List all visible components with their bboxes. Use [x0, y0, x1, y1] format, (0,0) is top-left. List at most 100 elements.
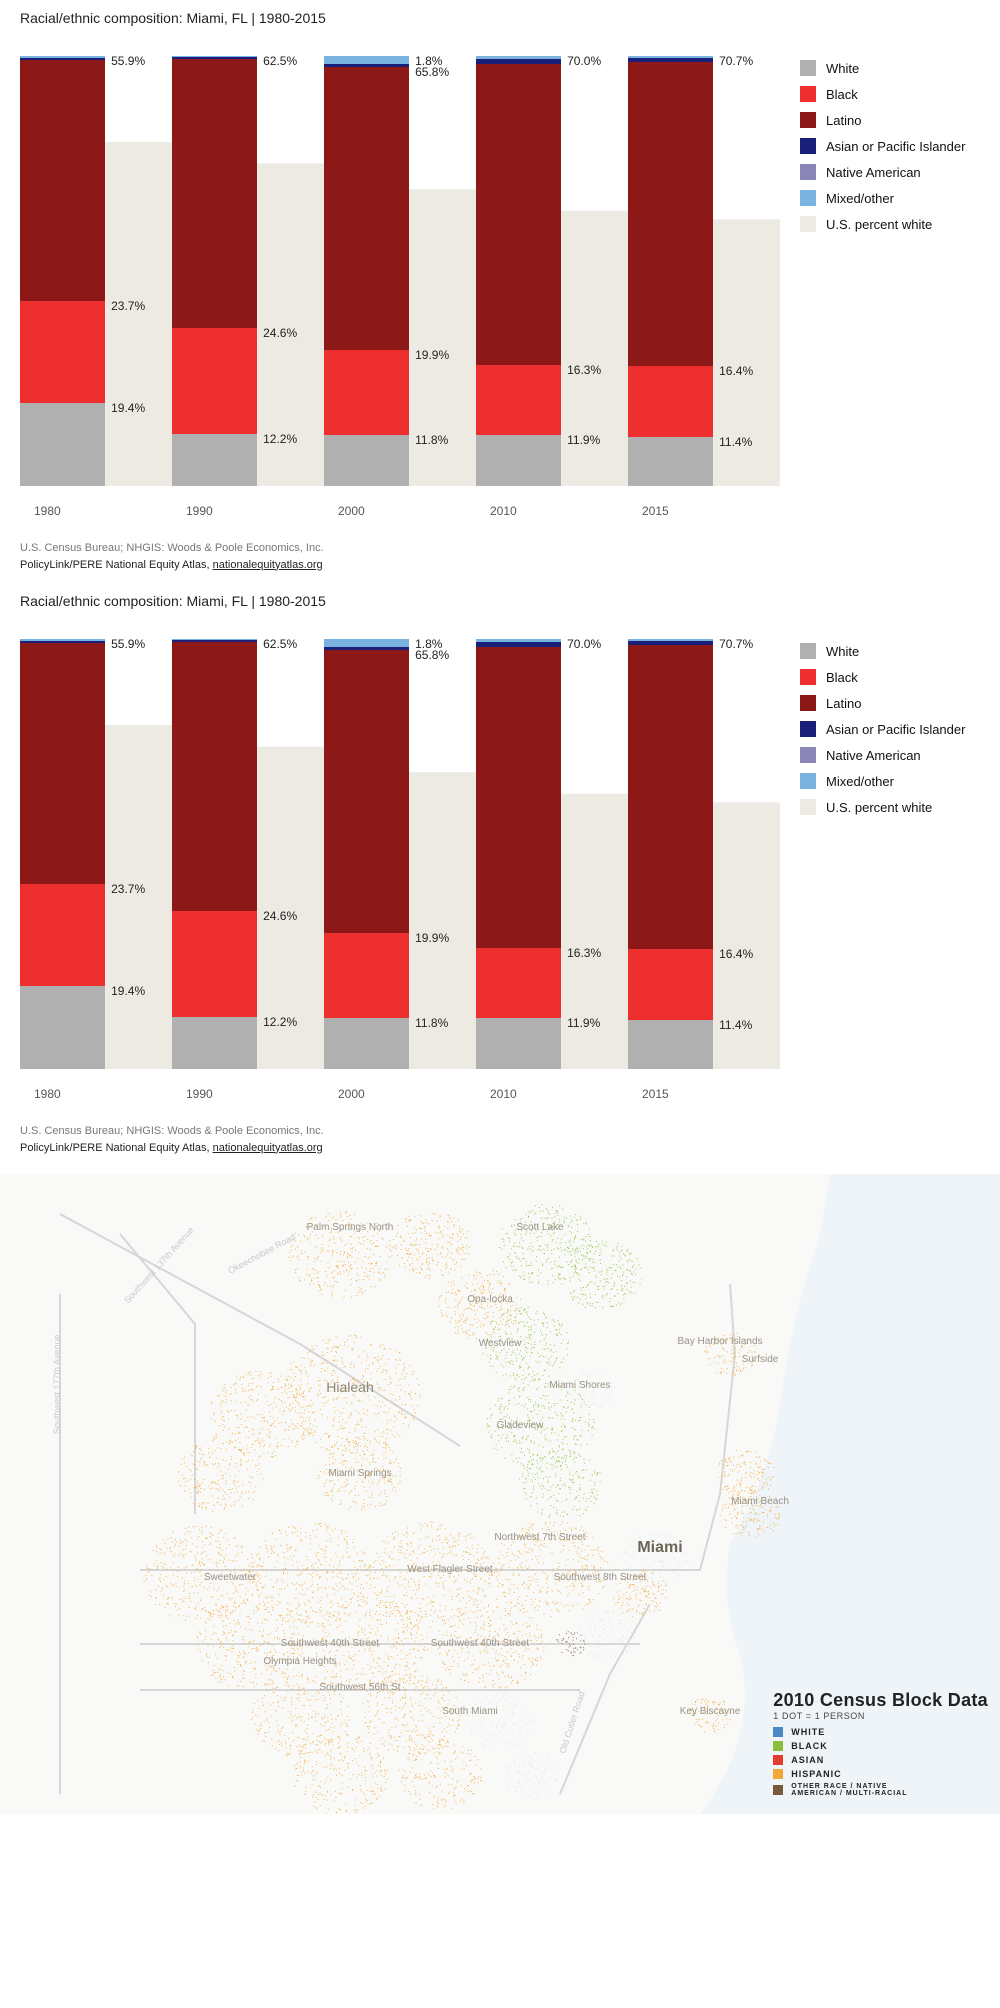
legend-swatch — [800, 112, 816, 128]
bar-segment-white — [324, 1018, 409, 1069]
bar-column: 55.9%23.7%19.4% — [20, 639, 172, 1069]
composition-chart-2: Racial/ethnic composition: Miami, FL | 1… — [0, 583, 1000, 1166]
bar-segment-latino — [20, 60, 105, 300]
map-legend-title: 2010 Census Block Data — [773, 1690, 988, 1711]
source-line2: PolicyLink/PERE National Equity Atlas, n… — [20, 1140, 980, 1157]
chart-title: Racial/ethnic composition: Miami, FL | 1… — [20, 593, 980, 609]
source-line2: PolicyLink/PERE National Equity Atlas, n… — [20, 557, 980, 574]
legend-label: Mixed/other — [826, 774, 894, 789]
bar-segment-white — [20, 403, 105, 486]
plot-area-1: 55.9%23.7%19.4%62.5%24.6%12.2%1.8%65.8%1… — [20, 56, 780, 526]
bar-value-label: 70.7% — [713, 54, 753, 68]
x-tick: 1980 — [20, 1069, 172, 1109]
bar-value-label: 11.8% — [409, 433, 448, 447]
chart-source: U.S. Census Bureau; NHGIS: Woods & Poole… — [20, 540, 980, 573]
bar-column: 1.8%65.8%19.9%11.8% — [324, 639, 476, 1069]
map-legend-items: WHITEBLACKASIANHISPANICOTHER RACE / NATI… — [773, 1727, 988, 1798]
bar-value-label: 65.8% — [409, 65, 449, 79]
map-legend-swatch — [773, 1755, 783, 1765]
bar-column: 70.0% 16.3% 11.9% — [476, 56, 628, 486]
bar-segment-black — [324, 933, 409, 1019]
bar-segment-black — [628, 949, 713, 1020]
bar-value-label: 11.4% — [713, 1018, 752, 1032]
bar-value-label: 19.9% — [409, 931, 449, 945]
bar-value-label: 11.9% — [561, 1016, 600, 1030]
bar-segment-latino — [20, 643, 105, 883]
x-tick: 1990 — [172, 486, 324, 526]
bar-value-label: 12.2% — [257, 432, 297, 446]
bar-column: 62.5%24.6%12.2% — [172, 56, 324, 486]
bar-column: 55.9% 23.7% 19.4% — [20, 56, 172, 486]
legend-label: Black — [826, 87, 858, 102]
bar-segment-white — [20, 986, 105, 1069]
legend-label: Black — [826, 670, 858, 685]
chart-source: U.S. Census Bureau; NHGIS: Woods & Poole… — [20, 1123, 980, 1156]
bar-segment-latino — [172, 642, 257, 911]
map-legend-subtitle: 1 DOT = 1 PERSON — [773, 1711, 988, 1721]
bar-value-label: 19.4% — [105, 401, 145, 415]
chart-layout: 55.9%23.7%19.4%62.5%24.6%12.2%1.8%65.8%1… — [20, 639, 980, 1109]
bar-value-label: 19.9% — [409, 348, 449, 362]
x-tick: 2010 — [476, 486, 628, 526]
bar-value-label: 16.3% — [561, 363, 601, 377]
bar-value-label: 16.3% — [561, 946, 601, 960]
bar-value-label: 55.9% — [105, 637, 145, 651]
plot-area-2: 55.9%23.7%19.4%62.5%24.6%12.2%1.8%65.8%1… — [20, 639, 780, 1109]
bar-column: 70.7%16.4%11.4% — [628, 56, 780, 486]
census-dot-map: Okeechobee RoadSouthwest 177th AvenueSou… — [0, 1174, 1000, 1814]
bar-segment-black — [476, 365, 561, 435]
legend-item: U.S. percent white — [800, 799, 980, 815]
legend-swatch — [800, 747, 816, 763]
bar-segment-latino — [324, 650, 409, 933]
bar-segment-white — [324, 435, 409, 486]
map-legend-item: BLACK — [773, 1741, 988, 1751]
legend-swatch — [800, 695, 816, 711]
bar-segment-black — [628, 366, 713, 437]
x-tick: 2015 — [628, 1069, 780, 1109]
bar-value-label: 11.9% — [561, 433, 600, 447]
legend-swatch — [800, 669, 816, 685]
chart-layout: 55.9%23.7%19.4%62.5%24.6%12.2%1.8%65.8%1… — [20, 56, 980, 526]
bar-segment-white — [628, 437, 713, 486]
bar-segment-white — [476, 435, 561, 486]
x-tick: 2000 — [324, 1069, 476, 1109]
bar-segment-latino — [172, 59, 257, 328]
map-legend-swatch — [773, 1741, 783, 1751]
bar-value-label: 12.2% — [257, 1015, 297, 1029]
bar-segment-mixed — [324, 56, 409, 64]
map-legend-swatch — [773, 1785, 783, 1795]
bar-value-label: 16.4% — [713, 947, 753, 961]
bar-segment-latino — [476, 64, 561, 365]
legend-item: U.S. percent white — [800, 216, 980, 232]
map-legend-item: OTHER RACE / NATIVEAMERICAN / MULTI-RACI… — [773, 1783, 988, 1798]
chart-title: Racial/ethnic composition: Miami, FL | 1… — [20, 10, 980, 26]
legend-swatch — [800, 190, 816, 206]
bar-segment-white — [476, 1018, 561, 1069]
legend-item: Native American — [800, 164, 980, 180]
bar-segment-white — [172, 1017, 257, 1069]
map-legend-item: ASIAN — [773, 1755, 988, 1765]
legend-swatch — [800, 799, 816, 815]
bar-value-label: 55.9% — [105, 54, 145, 68]
bar-value-label: 70.0% — [561, 54, 601, 68]
legend-label: Asian or Pacific Islander — [826, 722, 965, 737]
x-tick: 1980 — [20, 486, 172, 526]
legend-label: Asian or Pacific Islander — [826, 139, 965, 154]
bar-segment-latino — [476, 647, 561, 948]
legend-1: WhiteBlackLatinoAsian or Pacific Islande… — [780, 56, 980, 242]
bar-segment-black — [20, 884, 105, 986]
map-legend-label: OTHER RACE / NATIVEAMERICAN / MULTI-RACI… — [791, 1783, 907, 1798]
legend-label: White — [826, 61, 859, 76]
bar-value-label: 23.7% — [105, 299, 145, 313]
legend-2: WhiteBlackLatinoAsian or Pacific Islande… — [780, 639, 980, 825]
bar-column: 1.8%65.8%19.9%11.8% — [324, 56, 476, 486]
bar-value-label: 16.4% — [713, 364, 753, 378]
bar-segment-white — [172, 434, 257, 486]
bar-segment-latino — [628, 645, 713, 949]
map-legend-item: WHITE — [773, 1727, 988, 1737]
bar-value-label: 19.4% — [105, 984, 145, 998]
legend-item: White — [800, 60, 980, 76]
legend-swatch — [800, 164, 816, 180]
legend-item: Latino — [800, 695, 980, 711]
legend-swatch — [800, 216, 816, 232]
